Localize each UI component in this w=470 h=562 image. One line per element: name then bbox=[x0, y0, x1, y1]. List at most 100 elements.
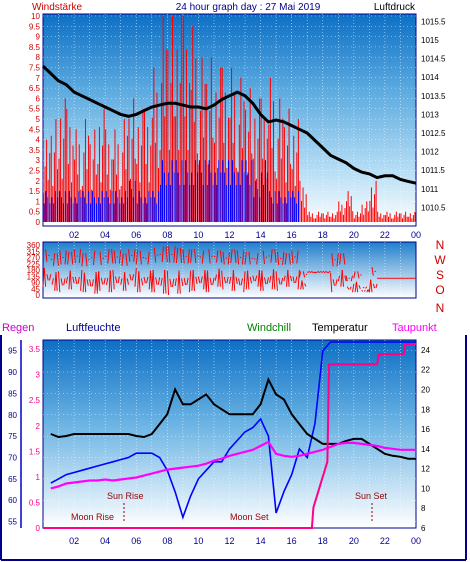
wind-bar bbox=[83, 152, 85, 222]
wind-bar bbox=[64, 98, 66, 222]
gust-bar bbox=[280, 197, 282, 222]
gust-bar bbox=[49, 203, 51, 222]
direction-trace bbox=[209, 277, 212, 286]
wind-bar bbox=[86, 169, 88, 222]
gust-bar bbox=[292, 191, 294, 222]
wind-bar bbox=[145, 163, 147, 222]
direction-trace bbox=[98, 271, 101, 291]
wind-bar bbox=[388, 216, 390, 222]
direction-trace bbox=[197, 276, 201, 284]
wind-bar bbox=[217, 167, 219, 222]
wind-bar bbox=[257, 138, 259, 222]
wind-bar bbox=[151, 117, 153, 222]
direction-trace bbox=[248, 251, 251, 265]
direction-trace bbox=[227, 251, 230, 265]
gust-bar bbox=[233, 172, 235, 222]
humidity-tick: 95 bbox=[8, 347, 17, 356]
direction-trace bbox=[229, 276, 232, 284]
wind-bar bbox=[108, 144, 110, 222]
gust-bar bbox=[167, 172, 169, 222]
gust-bar bbox=[165, 184, 167, 222]
wind-bar bbox=[414, 211, 416, 222]
direction-trace bbox=[83, 272, 87, 293]
direction-trace bbox=[200, 276, 203, 284]
wind-bar bbox=[142, 108, 144, 222]
wind-bar bbox=[130, 178, 132, 222]
direction-trace bbox=[128, 249, 131, 262]
direction-trace bbox=[258, 269, 262, 287]
wind-bar bbox=[290, 163, 292, 222]
direction-trace bbox=[269, 275, 272, 283]
gust-bar bbox=[198, 160, 200, 222]
wind-bar bbox=[330, 216, 332, 222]
gust-bar bbox=[191, 172, 193, 222]
gust-bar bbox=[193, 184, 195, 222]
direction-trace bbox=[212, 277, 215, 286]
wind-bar bbox=[367, 211, 369, 222]
climate-x-tick: 20 bbox=[349, 536, 359, 546]
wind-bar bbox=[300, 200, 302, 222]
gust-bar bbox=[247, 172, 249, 222]
direction-trace bbox=[317, 270, 320, 273]
wind-bar bbox=[185, 49, 187, 222]
direction-trace bbox=[301, 280, 304, 290]
temperature-label: Temperatur bbox=[312, 322, 368, 334]
gust-bar bbox=[125, 191, 127, 222]
pressure-tick: 1012 bbox=[421, 148, 439, 157]
wind-bar bbox=[89, 144, 91, 222]
temperature-tick: 14 bbox=[421, 445, 430, 454]
wind-bar bbox=[46, 139, 48, 222]
wind-bar bbox=[117, 144, 119, 222]
rain-tick: 2.5 bbox=[29, 396, 41, 405]
wind-bar bbox=[168, 149, 170, 222]
wind-tick: 10 bbox=[31, 12, 40, 21]
wind-bar bbox=[84, 119, 86, 222]
direction-trace bbox=[243, 271, 246, 293]
wind-bar bbox=[72, 145, 74, 222]
wind-bar bbox=[360, 213, 362, 222]
wind-bar bbox=[161, 82, 163, 222]
gust-bar bbox=[160, 184, 162, 222]
wind-bar bbox=[140, 145, 142, 222]
wind-bar bbox=[341, 204, 343, 222]
wind-bar bbox=[327, 211, 329, 222]
direction-trace bbox=[244, 251, 247, 265]
climate-x-tick: 14 bbox=[256, 536, 266, 546]
direction-trace bbox=[186, 277, 189, 286]
wind-bar bbox=[310, 216, 312, 222]
wind-x-axis-labels: 02 04 06 08 10 12 14 16 18 20 22 00 bbox=[69, 230, 421, 240]
direction-trace bbox=[103, 277, 106, 285]
wind-direction-series bbox=[42, 246, 416, 296]
direction-trace bbox=[133, 249, 136, 262]
direction-trace bbox=[296, 250, 299, 264]
gust-bar bbox=[220, 172, 222, 222]
gust-bar bbox=[177, 172, 179, 222]
gust-bar bbox=[88, 191, 90, 222]
direction-trace bbox=[172, 278, 175, 287]
wind-bar bbox=[249, 88, 251, 222]
wind-bar bbox=[201, 57, 203, 223]
wind-bar bbox=[61, 178, 63, 222]
direction-trace bbox=[43, 267, 47, 287]
direction-trace bbox=[346, 286, 350, 290]
wind-bar bbox=[147, 127, 149, 222]
direction-trace bbox=[349, 286, 352, 290]
wind-bar bbox=[206, 83, 208, 222]
direction-trace bbox=[242, 250, 245, 265]
wind-bar bbox=[193, 121, 195, 222]
climate-x-tick: 16 bbox=[287, 536, 297, 546]
direction-trace bbox=[65, 276, 69, 284]
direction-trace bbox=[353, 271, 356, 279]
gust-bar bbox=[208, 160, 210, 222]
gust-bar bbox=[189, 184, 191, 222]
climate-x-tick: 08 bbox=[162, 536, 172, 546]
rain-axis-labels: 0 0.5 1 1.5 2 2.5 3 3.5 bbox=[29, 345, 41, 533]
direction-trace bbox=[183, 277, 186, 286]
gust-bar bbox=[105, 191, 107, 222]
direction-trace bbox=[169, 278, 172, 287]
direction-trace bbox=[117, 276, 120, 284]
direction-trace bbox=[174, 278, 177, 287]
